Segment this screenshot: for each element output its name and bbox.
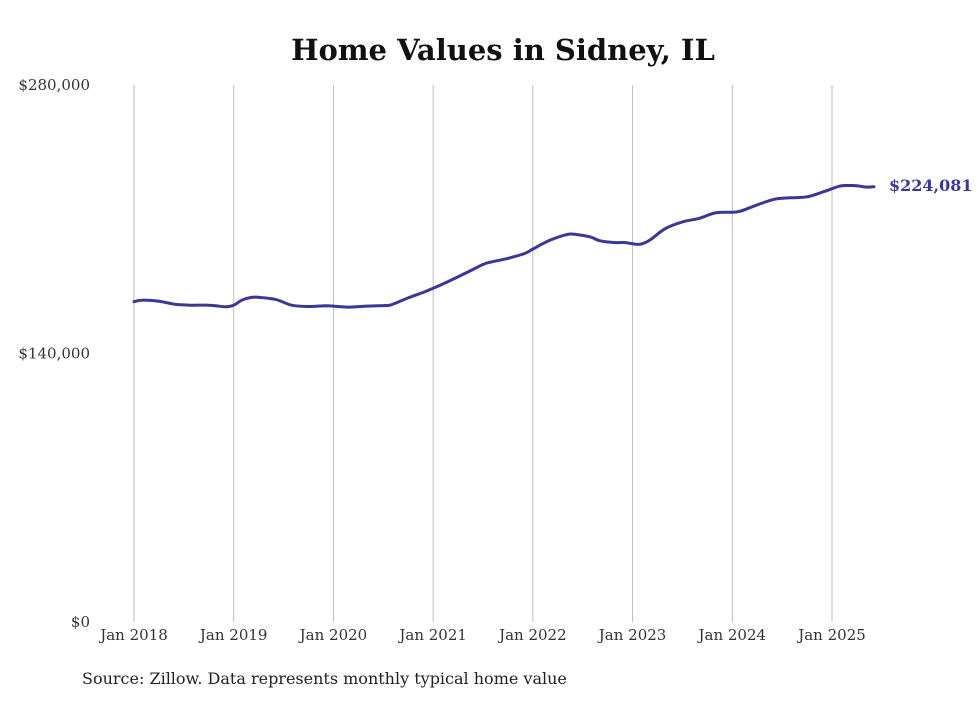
data-point [631, 242, 634, 245]
data-point [698, 217, 701, 220]
data-point [648, 239, 651, 242]
grid-layer [133, 85, 833, 622]
x-tick-label: Jan 2023 [597, 626, 667, 644]
data-point [506, 257, 510, 260]
data-point [257, 296, 260, 299]
data-point [390, 303, 393, 306]
data-point [489, 260, 493, 264]
source-note: Source: Zillow. Data represents monthly … [82, 669, 567, 688]
data-point [788, 196, 792, 199]
data-point [224, 305, 227, 308]
data-point [838, 184, 842, 188]
data-point [773, 198, 776, 201]
data-point [623, 241, 626, 244]
data-point [523, 252, 527, 255]
data-point [531, 247, 535, 251]
data-point [215, 304, 218, 308]
data-point [564, 233, 567, 236]
data-point [365, 304, 368, 308]
data-point [382, 304, 385, 307]
data-point [249, 296, 252, 299]
data-point [872, 185, 876, 188]
data-point [307, 305, 310, 308]
data-point [548, 239, 551, 242]
data-point [589, 235, 592, 239]
data-point [863, 185, 867, 189]
chart-title: Home Values in Sidney, IL [291, 33, 715, 67]
data-point [714, 211, 717, 215]
data-point [756, 203, 759, 207]
data-point [681, 220, 684, 224]
x-tick-label: Jan 2022 [497, 626, 567, 644]
data-point [739, 210, 742, 213]
data-point [274, 298, 277, 301]
series-layer [132, 183, 876, 309]
data-point [805, 195, 809, 198]
data-point [464, 271, 468, 275]
data-point [614, 241, 617, 244]
data-point [424, 290, 427, 293]
data-point [407, 296, 410, 300]
y-tick-label: $140,000 [18, 345, 90, 363]
x-axis-ticks: Jan 2018 Jan 2019 Jan 2020 Jan 2021 Jan 2022… [98, 626, 866, 644]
data-point [573, 233, 576, 236]
data-point [332, 304, 335, 308]
data-point [731, 211, 734, 214]
data-point [431, 287, 435, 290]
data-point [349, 305, 352, 309]
data-point [190, 304, 193, 307]
x-tick-label: Jan 2020 [298, 626, 368, 644]
data-point [639, 243, 642, 246]
data-point [855, 184, 859, 187]
x-tick-label: Jan 2021 [397, 626, 467, 644]
data-point [664, 227, 667, 230]
data-point [240, 299, 243, 302]
x-tick-label: Jan 2018 [98, 626, 168, 644]
x-tick-label: Jan 2019 [198, 626, 268, 644]
data-point [481, 263, 485, 266]
x-tick-label: Jan 2024 [697, 626, 767, 644]
data-point [132, 300, 136, 303]
data-point [598, 239, 601, 242]
end-value-label: $224,081 [889, 176, 973, 195]
y-axis-ticks: $0 $140,000 $280,000 [18, 76, 90, 631]
series-line-home-value [132, 183, 876, 309]
data-point [207, 304, 210, 307]
data-point [157, 300, 161, 303]
y-tick-label: $280,000 [18, 76, 90, 94]
data-point [290, 304, 293, 307]
data-point [232, 304, 235, 307]
y-tick-label: $0 [71, 613, 90, 631]
data-point [140, 299, 144, 302]
x-tick-label: Jan 2025 [796, 626, 866, 644]
data-point [448, 279, 452, 282]
data-point [822, 190, 826, 193]
data-point [174, 303, 178, 306]
data-point [324, 304, 327, 307]
data-point [847, 184, 851, 187]
